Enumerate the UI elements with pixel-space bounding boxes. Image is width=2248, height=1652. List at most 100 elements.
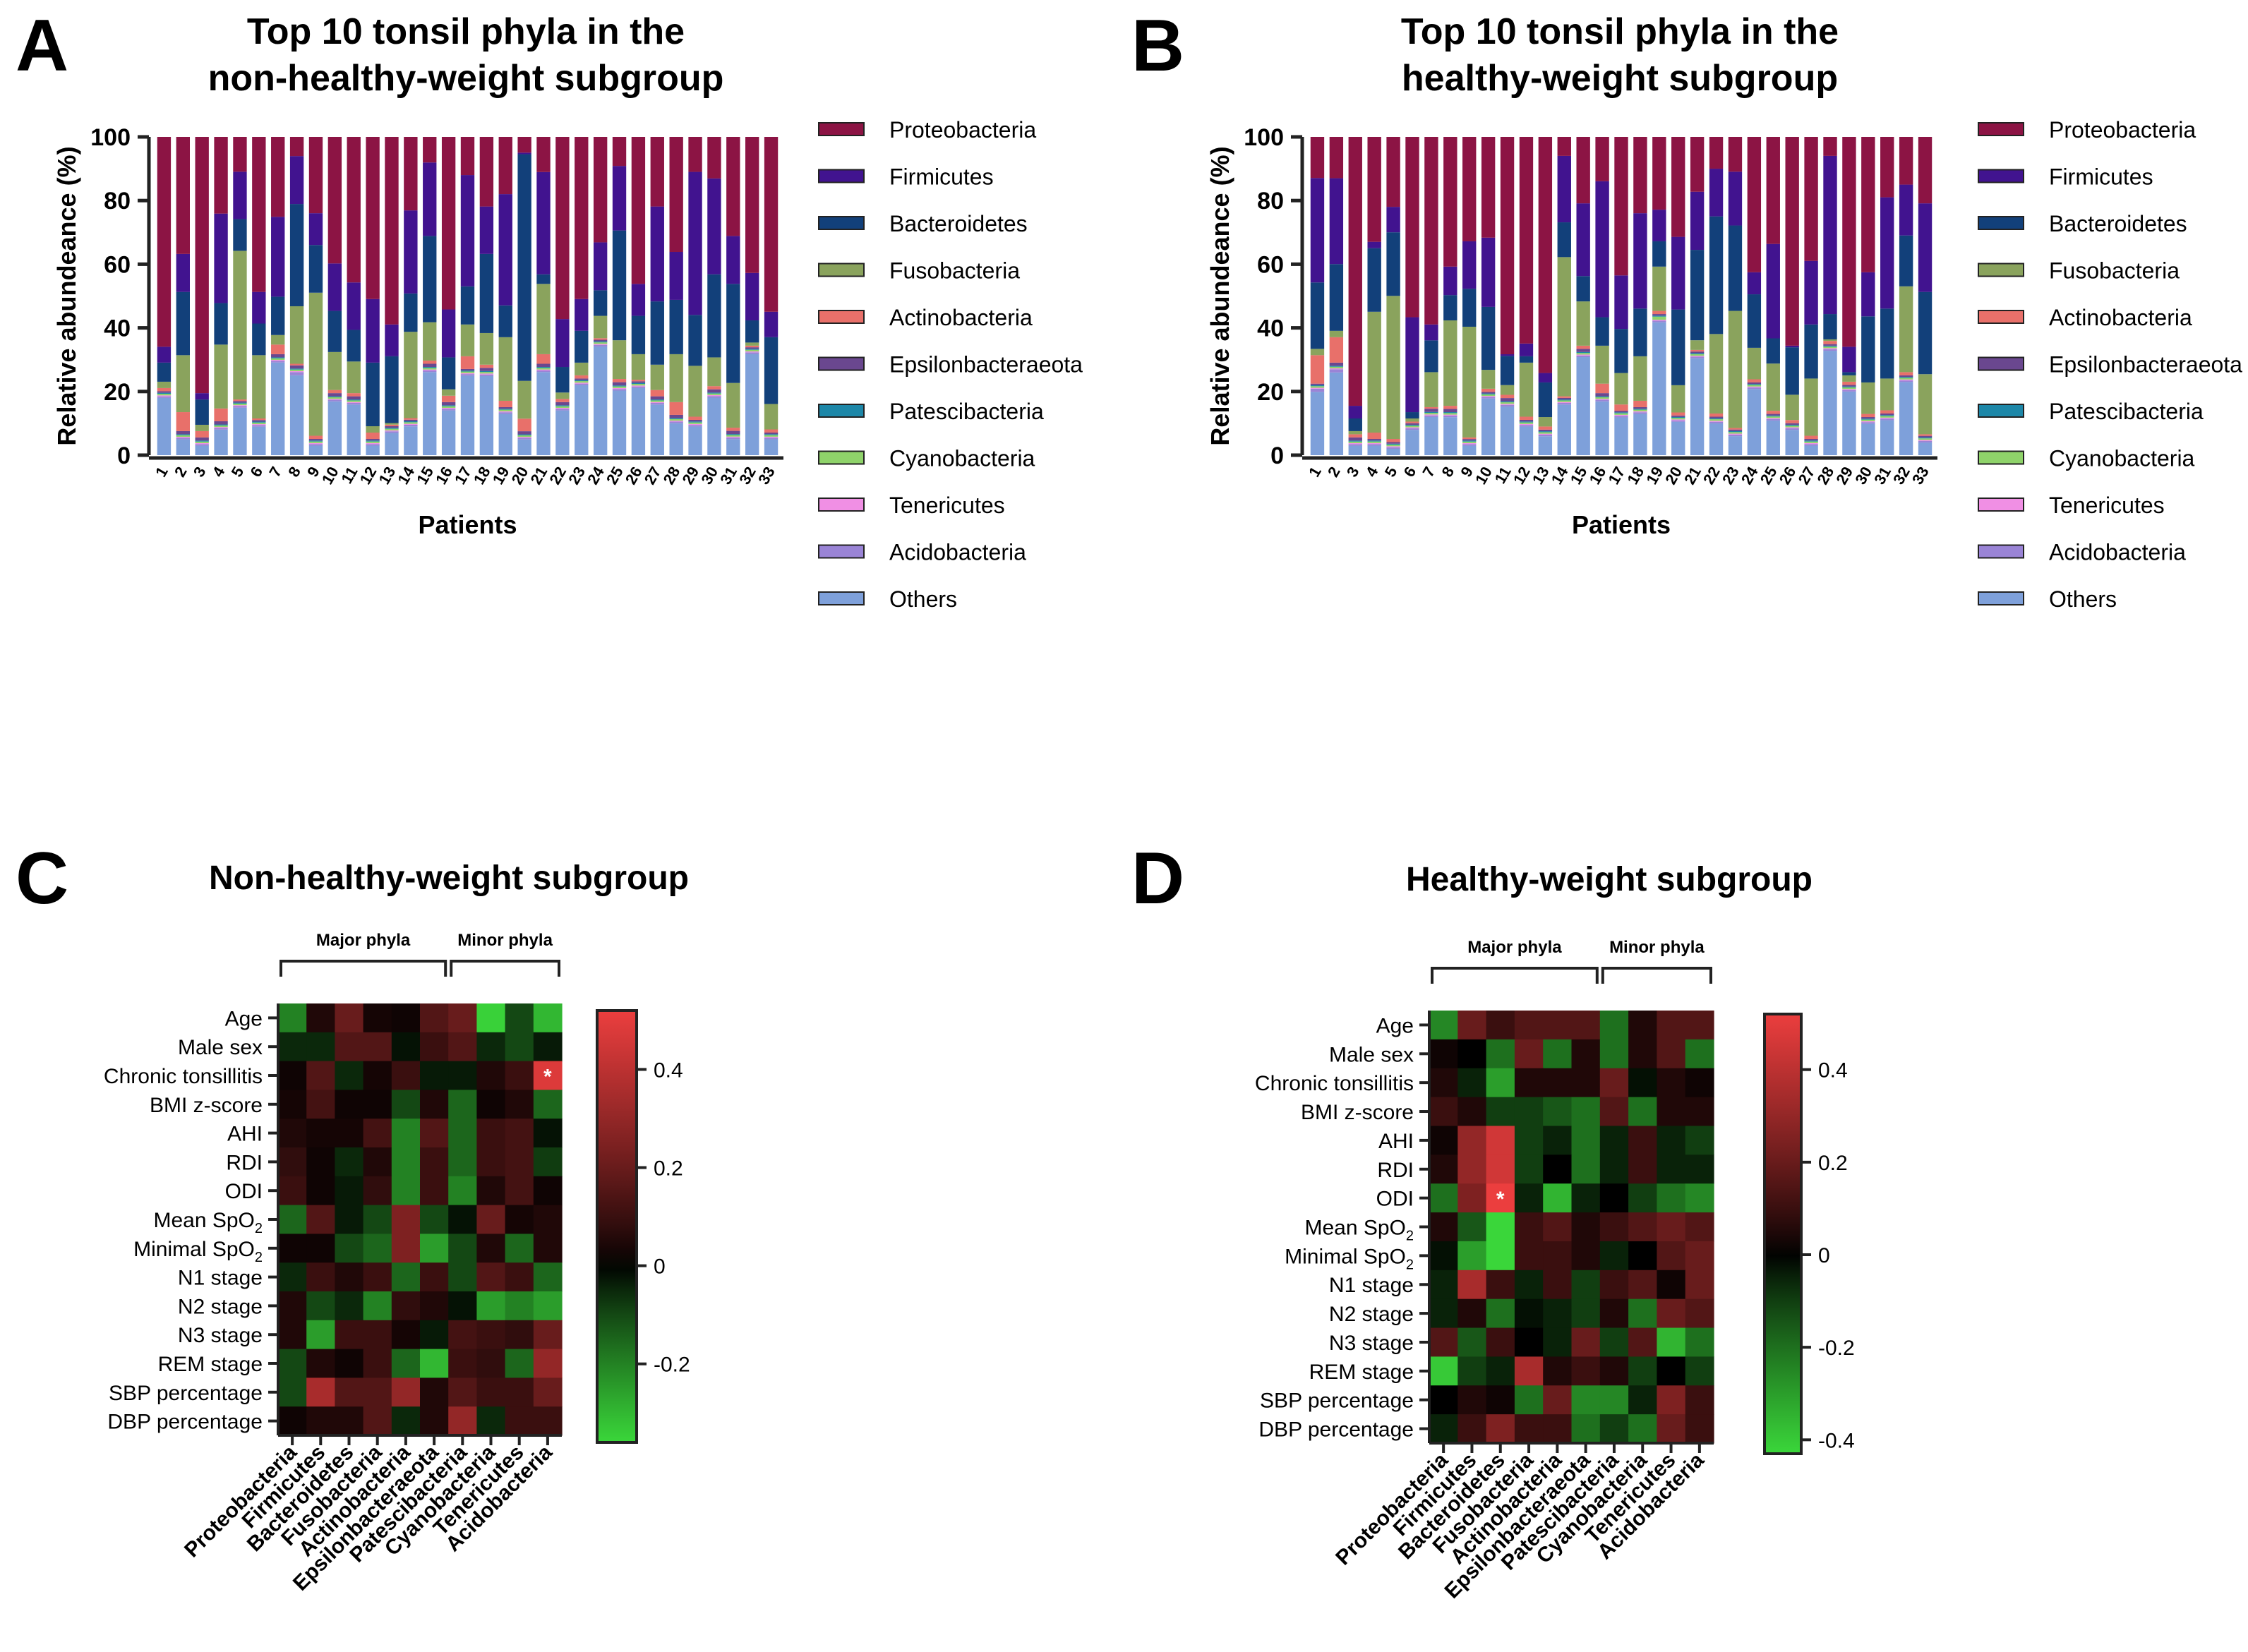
bar-segment [1519, 416, 1534, 420]
row-label: N3 stage [1329, 1332, 1414, 1355]
bar-segment [1310, 388, 1325, 392]
bar-stack [1462, 137, 1477, 455]
bar-segment [1462, 441, 1477, 443]
bar-segment [1861, 316, 1875, 382]
heatmap-cell [1543, 1126, 1573, 1155]
bar-segment [195, 393, 209, 400]
bar-segment [1386, 439, 1400, 442]
x-tick-label: 6 [246, 464, 266, 480]
bar-segment [1538, 429, 1553, 432]
bar-segment [479, 206, 494, 254]
bar-segment [688, 315, 702, 366]
bar-segment [1804, 439, 1818, 441]
heatmap-cell [1657, 1385, 1686, 1415]
bar-segment [1671, 236, 1685, 310]
bar-segment [1557, 400, 1571, 402]
bar-segment [1386, 446, 1400, 447]
panel-letter: B [1131, 5, 1184, 87]
bar-segment [726, 382, 740, 428]
bar-segment [1728, 434, 1743, 437]
heatmap-cell [1599, 1154, 1629, 1184]
bar-segment [1424, 340, 1438, 373]
bar-segment [1519, 356, 1534, 363]
bar-segment [631, 385, 646, 387]
bar-segment [745, 347, 759, 349]
bar-stack [1519, 137, 1534, 455]
bar-segment [195, 444, 209, 446]
bar-segment [707, 393, 721, 395]
bar-segment [157, 397, 172, 455]
colorbar [1763, 1013, 1803, 1455]
bar-segment [1443, 320, 1457, 406]
row-label: BMI z-score [150, 1094, 263, 1117]
bar-segment [157, 137, 172, 347]
heatmap-cell [1514, 1327, 1544, 1357]
bar-segment [1823, 137, 1837, 156]
heatmap-cell [278, 1061, 307, 1090]
bar-segment [1424, 414, 1438, 416]
bar-segment [1519, 421, 1534, 423]
bar-segment [1500, 354, 1515, 356]
heatmap-cell [1628, 1385, 1657, 1415]
bar-segment [1538, 373, 1553, 382]
legend-label: Acidobacteria [2049, 540, 2186, 565]
bar-segment [308, 439, 323, 441]
bar-segment [252, 424, 266, 426]
bar-segment [517, 418, 531, 432]
bar-stack [498, 137, 512, 455]
colorbar-label: -0.4 [1818, 1429, 1855, 1452]
heatmap-cell [476, 1262, 506, 1292]
bar-segment [1443, 414, 1457, 416]
bar-segment [1576, 203, 1590, 277]
bar-stack [366, 137, 380, 455]
bar-segment [1614, 329, 1628, 373]
heatmap-cell [306, 1061, 335, 1090]
bar-segment [441, 389, 456, 396]
bar-segment [1823, 348, 1837, 349]
bar-segment [1367, 241, 1381, 248]
bar-segment [423, 137, 437, 163]
bar-segment [347, 399, 361, 401]
legend-label: Actinobacteria [889, 305, 1033, 330]
bar-segment [1595, 399, 1609, 402]
group-label: Major phyla [1467, 938, 1562, 957]
bar-segment [688, 425, 702, 427]
heatmap-cell [1628, 1039, 1657, 1069]
heatmap-cell [391, 1090, 421, 1119]
bar-stack [252, 137, 266, 455]
bar-segment [479, 374, 494, 376]
bar-segment [1329, 178, 1344, 265]
heatmap-cell [278, 1205, 307, 1234]
bar-stack [1633, 137, 1647, 455]
heatmap-cell [1657, 1183, 1686, 1213]
heatmap-cell [1543, 1385, 1573, 1415]
bar-stack [271, 137, 285, 455]
bar-segment [1861, 137, 1875, 272]
group-bracket [1601, 967, 1712, 984]
bar-segment [271, 362, 285, 455]
bar-segment [1709, 413, 1724, 417]
heatmap-cell [1486, 1270, 1515, 1300]
heatmap-cell [1429, 1327, 1458, 1357]
bar-segment [1557, 397, 1571, 400]
heatmap-cell [1514, 1356, 1544, 1386]
y-axis-label: Relative abundeance (%) [52, 146, 81, 445]
heatmap-cell [420, 1147, 449, 1177]
group-bracket [280, 960, 447, 977]
bar-segment [1557, 404, 1571, 455]
heatmap-cell [1457, 1414, 1487, 1444]
bar-segment [1747, 272, 1762, 295]
group-label: Minor phyla [457, 931, 553, 950]
bar-segment [176, 291, 190, 356]
heatmap-cell [1486, 1011, 1515, 1040]
bar-segment [517, 439, 531, 455]
bar-segment [233, 219, 247, 251]
bar-segment [1538, 433, 1553, 435]
heatmap-cell [1571, 1097, 1601, 1127]
bar-segment [1728, 428, 1743, 430]
bar-segment [1614, 404, 1628, 411]
heatmap-cell [1685, 1183, 1714, 1213]
bar-segment [650, 396, 664, 400]
heatmap-cell [1628, 1241, 1657, 1271]
bar-segment [1747, 382, 1762, 385]
